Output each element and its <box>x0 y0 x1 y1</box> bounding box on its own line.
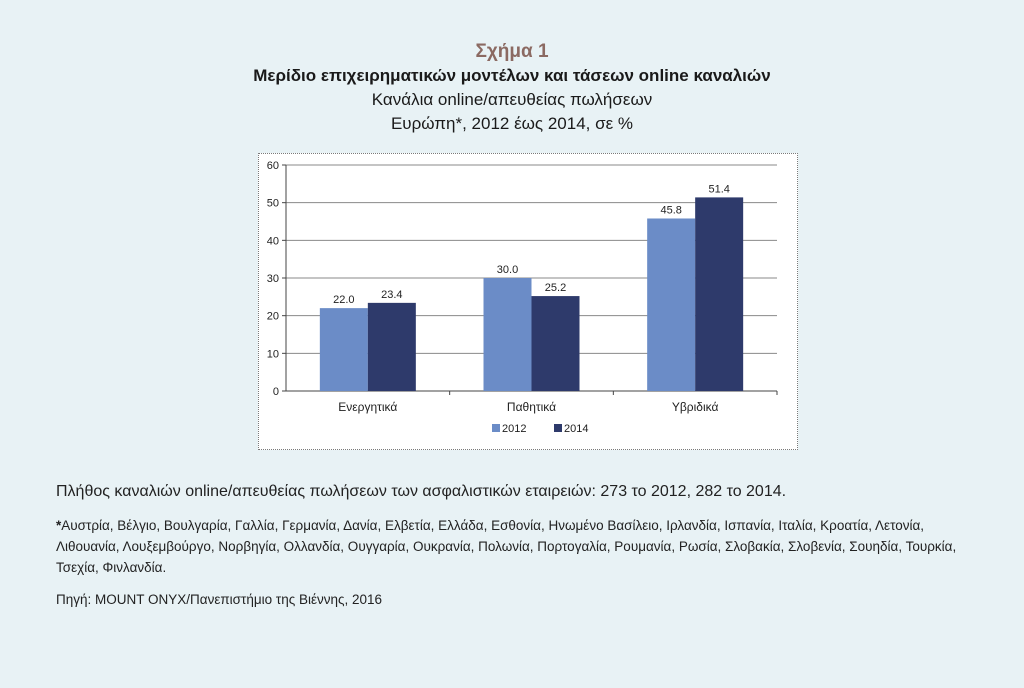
bar-2012 <box>483 278 532 391</box>
category-label: Παθητικά <box>507 400 556 414</box>
data-label: 51.4 <box>708 183 729 195</box>
data-label: 25.2 <box>545 282 566 294</box>
figure-label: Σχήμα 1 <box>475 41 549 62</box>
figure-title: Μερίδιο επιχειρηματικών μοντέλων και τάσ… <box>253 66 771 85</box>
y-tick-label: 10 <box>267 348 279 360</box>
bar-2012 <box>319 308 368 391</box>
chart-frame: 0 10 20 30 40 50 60 Ενεργητικά 22.0 23.4 Παθητικά 3… <box>258 153 798 450</box>
bar-2012 <box>647 218 696 391</box>
y-tick-label: 0 <box>273 386 279 398</box>
y-tick-label: 60 <box>267 160 279 172</box>
legend-swatch-2012 <box>492 424 500 432</box>
y-tick-label: 40 <box>267 235 279 247</box>
legend-label: 2014 <box>564 423 588 435</box>
y-tick-label: 20 <box>267 311 279 323</box>
data-label: 30.0 <box>497 264 518 276</box>
bar-2014 <box>531 296 580 391</box>
figure-subtitle: Κανάλια online/απευθείας πωλήσεων <box>371 90 653 109</box>
category-label: Υβριδικά <box>672 400 719 414</box>
data-label: 45.8 <box>660 204 681 216</box>
legend-swatch-2014 <box>554 424 562 432</box>
figure-header: Σχήμα 1 Μερίδιο επιχειρηματικών μοντέλων… <box>0 40 1024 136</box>
bar-chart: 0 10 20 30 40 50 60 Ενεργητικά 22.0 23.4 Παθητικά 3… <box>267 160 778 435</box>
source-note: Πηγή: MOUNT ONYX/Πανεπιστήμιο της Βιέννη… <box>56 592 383 607</box>
countries-note: *Αυστρία, Βέλγιο, Βουλγαρία, Γαλλία, Γερ… <box>56 515 986 578</box>
y-tick-label: 30 <box>267 273 279 285</box>
bar-2014 <box>695 197 744 391</box>
figure-subtitle-2: Ευρώπη*, 2012 έως 2014, σε % <box>390 114 634 133</box>
data-label: 22.0 <box>333 294 354 306</box>
data-label: 23.4 <box>381 289 402 301</box>
countries-list: Αυστρία, Βέλγιο, Βουλγαρία, Γαλλία, Γερμ… <box>56 518 957 575</box>
bar-2014 <box>367 302 416 391</box>
y-tick-label: 50 <box>267 198 279 210</box>
countries-asterisk: * <box>56 518 62 533</box>
legend-label: 2012 <box>502 423 526 435</box>
category-label: Ενεργητικά <box>338 400 397 414</box>
channel-count-note: Πλήθος καναλιών online/απευθείας πωλήσεω… <box>56 483 787 500</box>
